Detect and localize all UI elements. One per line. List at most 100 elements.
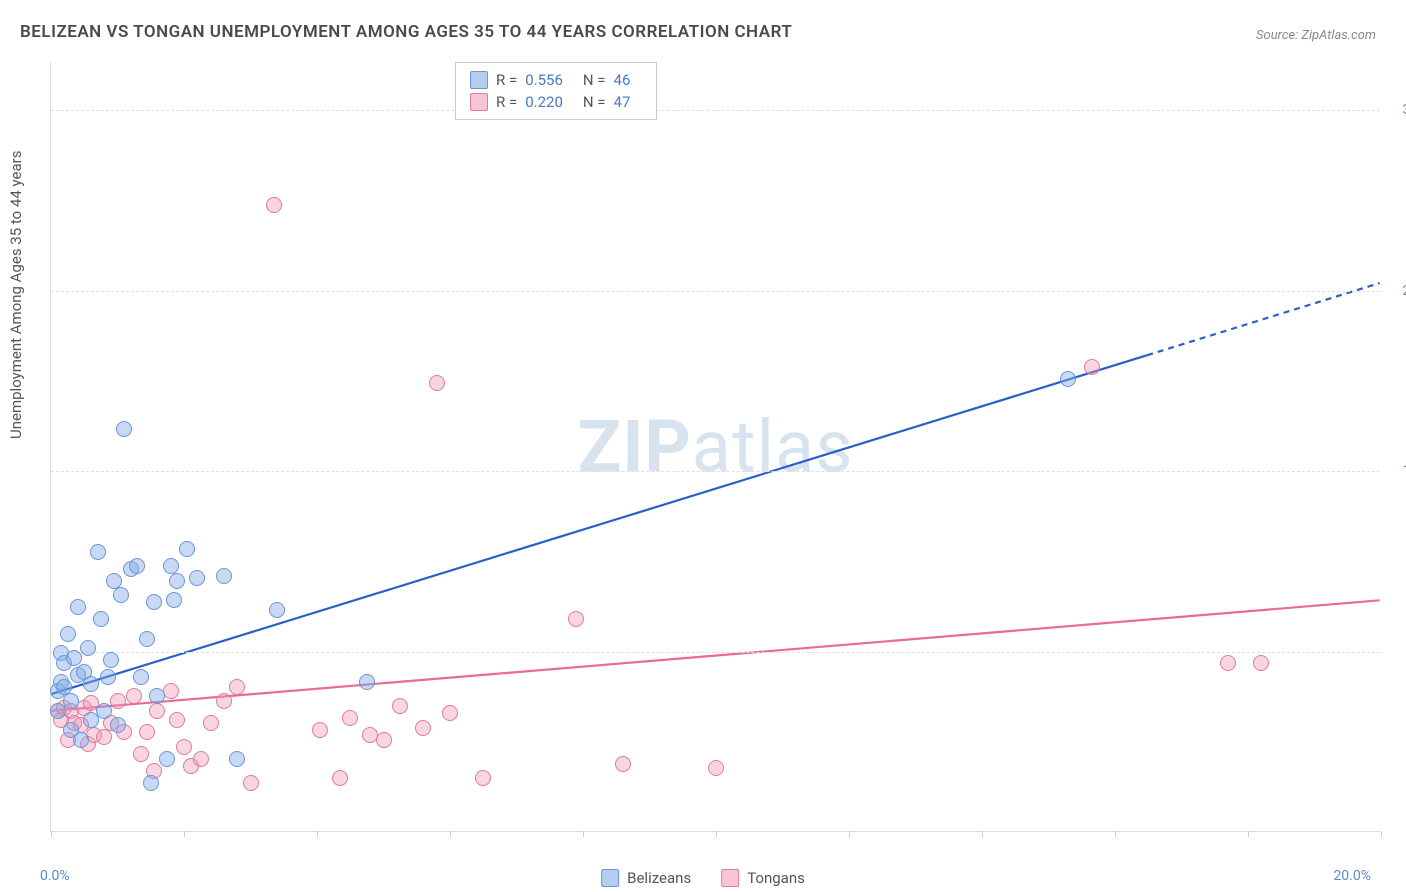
- data-point-pink: [708, 760, 724, 776]
- data-point-blue: [110, 717, 126, 733]
- gridline: [51, 110, 1380, 111]
- data-point-pink: [376, 732, 392, 748]
- n-label: N =: [583, 93, 606, 111]
- data-point-blue: [63, 693, 79, 709]
- gridline: [51, 652, 1380, 653]
- plot-area: ZIPatlas 7.5%15.0%22.5%30.0%: [50, 62, 1380, 832]
- trendline: [51, 355, 1147, 694]
- x-tick: [849, 831, 850, 837]
- data-point-pink: [392, 698, 408, 714]
- x-axis-max-label: 20.0%: [1333, 868, 1371, 884]
- data-point-pink: [568, 611, 584, 627]
- data-point-blue: [143, 775, 159, 791]
- data-point-blue: [149, 688, 165, 704]
- r-label: R =: [496, 71, 517, 89]
- data-point-pink: [312, 722, 328, 738]
- data-point-blue: [83, 676, 99, 692]
- source-attribution: Source: ZipAtlas.com: [1256, 28, 1376, 43]
- data-point-blue: [129, 558, 145, 574]
- data-point-blue: [146, 594, 162, 610]
- stats-row-pink: R = 0.220 N = 47: [470, 91, 642, 113]
- swatch-blue: [470, 71, 488, 89]
- data-point-pink: [266, 197, 282, 213]
- y-tick-label: 22.5%: [1402, 283, 1406, 299]
- chart-title: BELIZEAN VS TONGAN UNEMPLOYMENT AMONG AG…: [20, 22, 792, 42]
- data-point-pink: [126, 688, 142, 704]
- x-tick: [982, 831, 983, 837]
- stats-row-blue: R = 0.556 N = 46: [470, 69, 642, 91]
- data-point-blue: [179, 541, 195, 557]
- data-point-blue: [73, 732, 89, 748]
- data-point-pink: [442, 705, 458, 721]
- trendlines-svg: [51, 62, 1380, 831]
- data-point-blue: [80, 640, 96, 656]
- data-point-blue: [1060, 371, 1076, 387]
- x-tick: [317, 831, 318, 837]
- data-point-blue: [100, 669, 116, 685]
- data-point-pink: [169, 712, 185, 728]
- swatch-blue: [601, 869, 619, 887]
- data-point-blue: [166, 592, 182, 608]
- data-point-blue: [116, 421, 132, 437]
- r-label: R =: [496, 93, 517, 111]
- x-tick: [1381, 831, 1382, 837]
- data-point-pink: [332, 770, 348, 786]
- y-tick-label: 15.0%: [1402, 463, 1406, 479]
- data-point-pink: [133, 746, 149, 762]
- gridline: [51, 291, 1380, 292]
- data-point-blue: [96, 703, 112, 719]
- stats-legend-box: R = 0.556 N = 46 R = 0.220 N = 47: [455, 62, 657, 120]
- gridline: [51, 471, 1380, 472]
- r-value: 0.556: [525, 71, 563, 89]
- data-point-blue: [269, 602, 285, 618]
- r-value: 0.220: [525, 93, 563, 111]
- data-point-pink: [149, 703, 165, 719]
- legend-label: Tongans: [747, 869, 805, 887]
- data-point-blue: [93, 611, 109, 627]
- legend-item-tongans: Tongans: [721, 869, 805, 887]
- legend-label: Belizeans: [627, 869, 691, 887]
- data-point-pink: [176, 739, 192, 755]
- data-point-blue: [103, 652, 119, 668]
- trendline: [51, 600, 1379, 711]
- data-point-pink: [216, 693, 232, 709]
- swatch-pink: [721, 869, 739, 887]
- y-axis-label: Unemployment Among Ages 35 to 44 years: [7, 151, 25, 439]
- data-point-pink: [1220, 655, 1236, 671]
- data-point-pink: [615, 756, 631, 772]
- data-point-blue: [90, 544, 106, 560]
- data-point-blue: [159, 751, 175, 767]
- swatch-pink: [470, 93, 488, 111]
- x-tick: [583, 831, 584, 837]
- data-point-pink: [243, 775, 259, 791]
- data-point-pink: [475, 770, 491, 786]
- data-point-blue: [169, 573, 185, 589]
- data-point-blue: [133, 669, 149, 685]
- data-point-pink: [342, 710, 358, 726]
- data-point-blue: [229, 751, 245, 767]
- trendline: [1147, 283, 1379, 355]
- data-point-pink: [229, 679, 245, 695]
- n-label: N =: [583, 71, 606, 89]
- n-value: 46: [614, 71, 631, 89]
- data-point-blue: [139, 631, 155, 647]
- data-point-pink: [96, 729, 112, 745]
- legend-item-belizeans: Belizeans: [601, 869, 691, 887]
- data-point-blue: [189, 570, 205, 586]
- x-axis-min-label: 0.0%: [40, 868, 70, 884]
- data-point-blue: [113, 587, 129, 603]
- data-point-pink: [110, 693, 126, 709]
- data-point-pink: [139, 724, 155, 740]
- x-tick: [1248, 831, 1249, 837]
- data-point-blue: [216, 568, 232, 584]
- x-tick: [716, 831, 717, 837]
- x-tick: [51, 831, 52, 837]
- data-point-pink: [193, 751, 209, 767]
- x-tick: [184, 831, 185, 837]
- bottom-legend: Belizeans Tongans: [601, 869, 805, 887]
- data-point-blue: [70, 599, 86, 615]
- data-point-blue: [60, 626, 76, 642]
- data-point-pink: [429, 375, 445, 391]
- n-value: 47: [614, 93, 631, 111]
- data-point-blue: [359, 674, 375, 690]
